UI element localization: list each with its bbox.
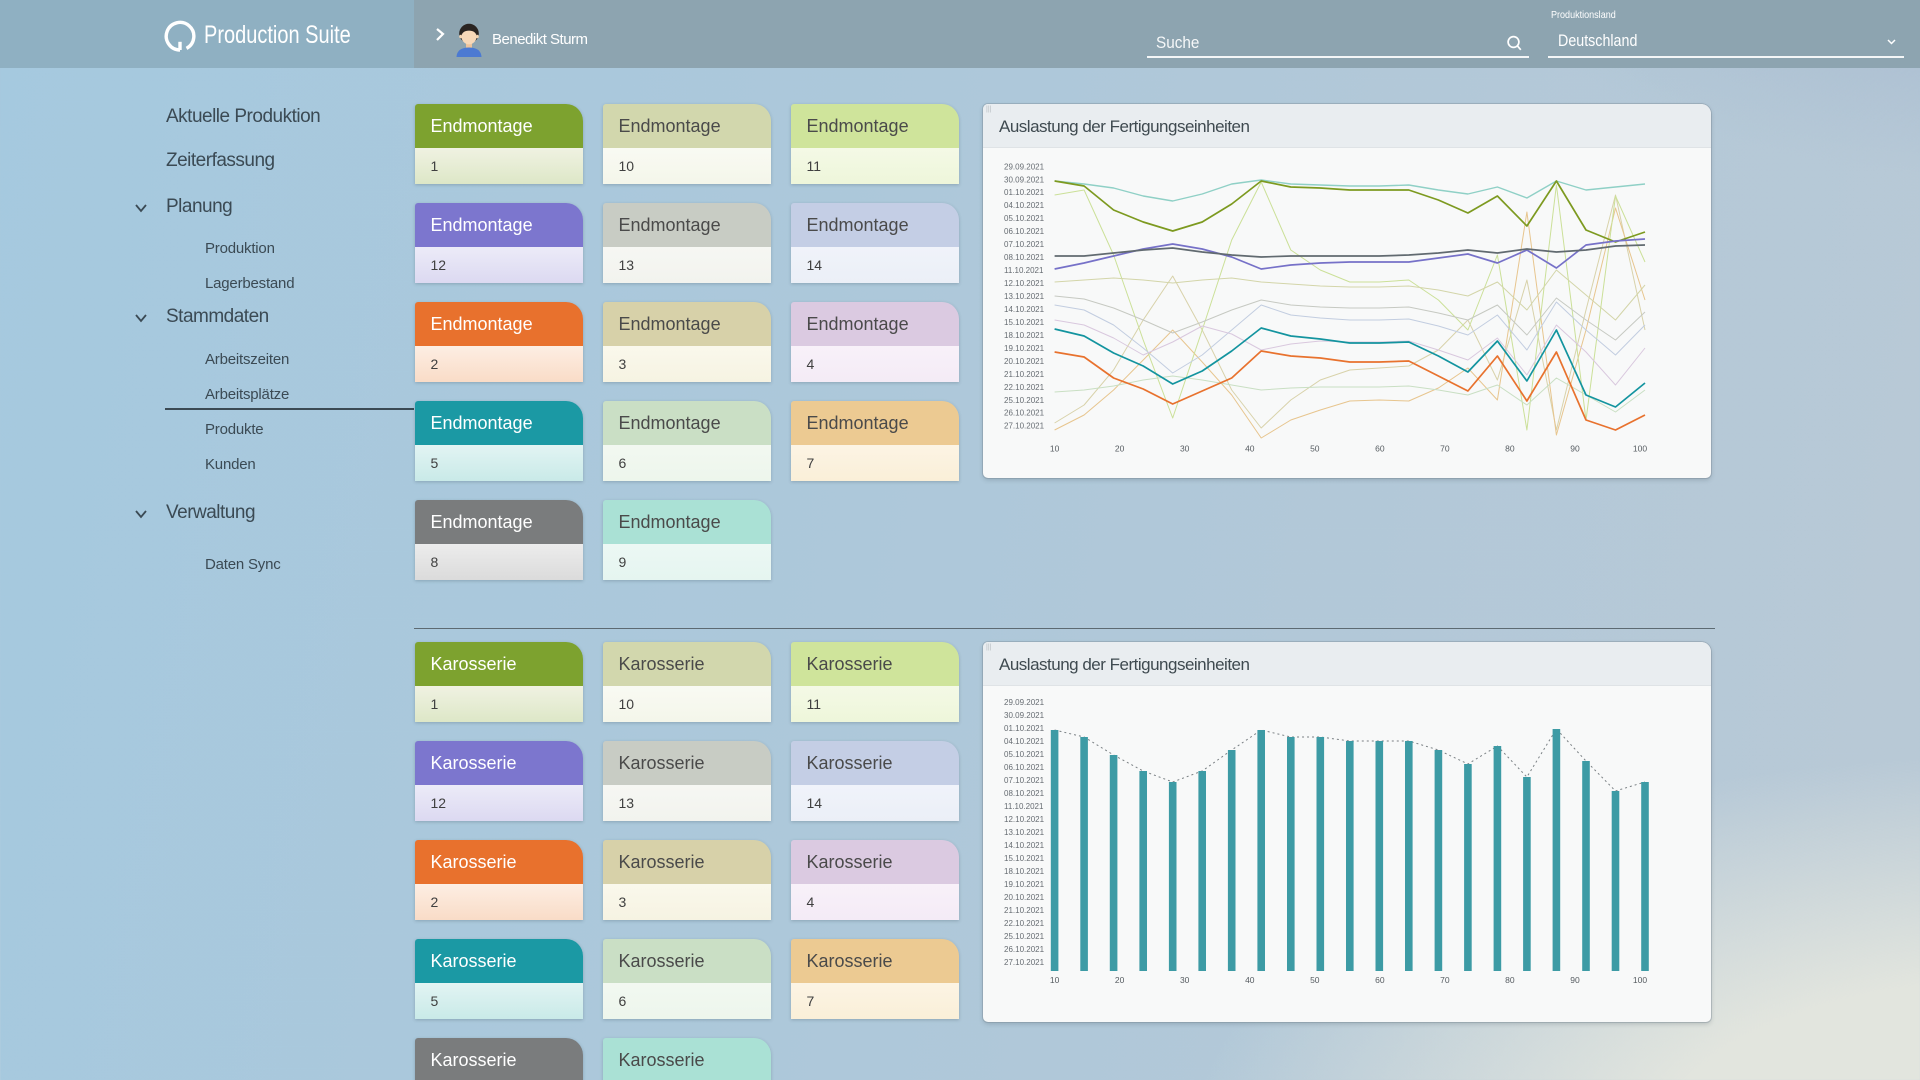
svg-text:13.10.2021: 13.10.2021 bbox=[1004, 828, 1045, 837]
svg-text:10: 10 bbox=[1050, 975, 1060, 985]
svg-text:30: 30 bbox=[1180, 444, 1190, 454]
svg-text:30.09.2021: 30.09.2021 bbox=[1004, 711, 1045, 720]
svg-text:06.10.2021: 06.10.2021 bbox=[1004, 227, 1045, 236]
svg-text:21.10.2021: 21.10.2021 bbox=[1004, 370, 1045, 379]
svg-text:19.10.2021: 19.10.2021 bbox=[1004, 344, 1045, 353]
svg-text:100: 100 bbox=[1633, 975, 1647, 985]
svg-text:04.10.2021: 04.10.2021 bbox=[1004, 737, 1045, 746]
svg-text:60: 60 bbox=[1375, 444, 1385, 454]
svg-text:19.10.2021: 19.10.2021 bbox=[1004, 880, 1045, 889]
svg-text:08.10.2021: 08.10.2021 bbox=[1004, 253, 1045, 262]
svg-text:10: 10 bbox=[1050, 444, 1060, 454]
svg-text:90: 90 bbox=[1570, 444, 1580, 454]
svg-text:27.10.2021: 27.10.2021 bbox=[1004, 422, 1045, 431]
svg-text:70: 70 bbox=[1440, 444, 1450, 454]
svg-text:60: 60 bbox=[1375, 975, 1385, 985]
svg-text:26.10.2021: 26.10.2021 bbox=[1004, 945, 1045, 954]
svg-text:04.10.2021: 04.10.2021 bbox=[1004, 201, 1045, 210]
svg-text:12.10.2021: 12.10.2021 bbox=[1004, 815, 1045, 824]
svg-text:30: 30 bbox=[1180, 975, 1190, 985]
svg-text:70: 70 bbox=[1440, 975, 1450, 985]
svg-text:20: 20 bbox=[1115, 444, 1125, 454]
svg-text:08.10.2021: 08.10.2021 bbox=[1004, 789, 1045, 798]
svg-text:40: 40 bbox=[1245, 975, 1255, 985]
svg-text:20.10.2021: 20.10.2021 bbox=[1004, 357, 1045, 366]
svg-text:11.10.2021: 11.10.2021 bbox=[1004, 266, 1044, 275]
svg-text:30.09.2021: 30.09.2021 bbox=[1004, 175, 1045, 184]
svg-text:100: 100 bbox=[1633, 444, 1647, 454]
svg-text:40: 40 bbox=[1245, 444, 1255, 454]
svg-text:20: 20 bbox=[1115, 975, 1125, 985]
svg-text:07.10.2021: 07.10.2021 bbox=[1004, 240, 1045, 249]
svg-text:80: 80 bbox=[1505, 444, 1515, 454]
svg-text:50: 50 bbox=[1310, 975, 1320, 985]
svg-text:18.10.2021: 18.10.2021 bbox=[1004, 867, 1045, 876]
svg-text:01.10.2021: 01.10.2021 bbox=[1004, 188, 1045, 197]
svg-text:90: 90 bbox=[1570, 975, 1580, 985]
svg-text:15.10.2021: 15.10.2021 bbox=[1004, 318, 1045, 327]
svg-text:22.10.2021: 22.10.2021 bbox=[1004, 919, 1045, 928]
svg-text:27.10.2021: 27.10.2021 bbox=[1004, 958, 1045, 967]
svg-text:07.10.2021: 07.10.2021 bbox=[1004, 776, 1045, 785]
svg-text:05.10.2021: 05.10.2021 bbox=[1004, 214, 1045, 223]
svg-text:29.09.2021: 29.09.2021 bbox=[1004, 698, 1045, 707]
svg-text:06.10.2021: 06.10.2021 bbox=[1004, 763, 1045, 772]
svg-text:15.10.2021: 15.10.2021 bbox=[1004, 854, 1045, 863]
svg-text:25.10.2021: 25.10.2021 bbox=[1004, 396, 1045, 405]
svg-text:20.10.2021: 20.10.2021 bbox=[1004, 893, 1045, 902]
svg-text:05.10.2021: 05.10.2021 bbox=[1004, 750, 1045, 759]
svg-text:25.10.2021: 25.10.2021 bbox=[1004, 932, 1045, 941]
svg-text:14.10.2021: 14.10.2021 bbox=[1004, 841, 1045, 850]
svg-text:11.10.2021: 11.10.2021 bbox=[1004, 802, 1044, 811]
svg-text:21.10.2021: 21.10.2021 bbox=[1004, 906, 1045, 915]
svg-text:01.10.2021: 01.10.2021 bbox=[1004, 724, 1045, 733]
svg-text:14.10.2021: 14.10.2021 bbox=[1004, 305, 1045, 314]
svg-text:29.09.2021: 29.09.2021 bbox=[1004, 162, 1045, 171]
svg-text:22.10.2021: 22.10.2021 bbox=[1004, 383, 1045, 392]
svg-text:26.10.2021: 26.10.2021 bbox=[1004, 409, 1045, 418]
svg-text:13.10.2021: 13.10.2021 bbox=[1004, 292, 1045, 301]
svg-text:18.10.2021: 18.10.2021 bbox=[1004, 331, 1045, 340]
svg-text:12.10.2021: 12.10.2021 bbox=[1004, 279, 1045, 288]
svg-text:50: 50 bbox=[1310, 444, 1320, 454]
svg-text:80: 80 bbox=[1505, 975, 1515, 985]
